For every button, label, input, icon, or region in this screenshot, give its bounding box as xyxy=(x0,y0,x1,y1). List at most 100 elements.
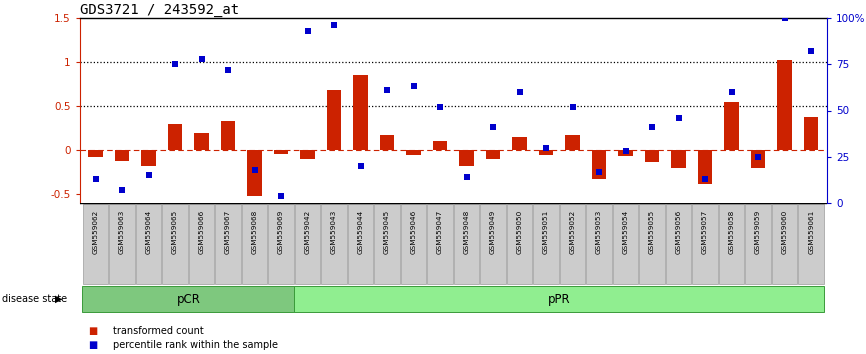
Text: ■: ■ xyxy=(88,340,98,350)
Text: GSM559053: GSM559053 xyxy=(596,210,602,254)
Text: ▶: ▶ xyxy=(55,294,62,304)
Text: GSM559050: GSM559050 xyxy=(517,210,522,254)
Point xyxy=(275,193,288,199)
Point xyxy=(221,67,235,73)
Text: pCR: pCR xyxy=(177,292,200,306)
Text: GSM559062: GSM559062 xyxy=(93,210,99,254)
Bar xyxy=(194,132,209,150)
Point xyxy=(460,174,474,180)
Point xyxy=(195,56,209,62)
Bar xyxy=(401,204,426,284)
Point xyxy=(805,48,818,54)
Bar xyxy=(380,135,394,150)
Bar xyxy=(83,204,108,284)
Text: GSM559042: GSM559042 xyxy=(305,210,311,254)
Bar xyxy=(406,150,421,155)
Point xyxy=(327,23,341,28)
Bar xyxy=(539,150,553,155)
Text: GSM559058: GSM559058 xyxy=(728,210,734,254)
Bar xyxy=(326,90,341,150)
Text: GSM559065: GSM559065 xyxy=(172,210,178,254)
Bar xyxy=(719,204,745,284)
Bar xyxy=(248,150,262,196)
Bar xyxy=(109,204,135,284)
Text: GSM559051: GSM559051 xyxy=(543,210,549,254)
Bar xyxy=(513,137,527,150)
Text: GSM559055: GSM559055 xyxy=(650,210,655,254)
Text: GSM559049: GSM559049 xyxy=(490,210,496,254)
Bar xyxy=(772,204,798,284)
Bar xyxy=(136,204,161,284)
Bar xyxy=(804,117,818,150)
Bar xyxy=(428,204,453,284)
Text: GSM559069: GSM559069 xyxy=(278,210,284,254)
Bar xyxy=(268,204,294,284)
Point xyxy=(380,87,394,93)
Text: GSM559056: GSM559056 xyxy=(675,210,682,254)
Bar xyxy=(666,204,691,284)
Bar xyxy=(560,204,585,284)
Point xyxy=(433,104,447,110)
Text: GSM559044: GSM559044 xyxy=(358,210,364,254)
Point xyxy=(645,124,659,130)
Text: GSM559045: GSM559045 xyxy=(385,210,390,254)
Text: GSM559064: GSM559064 xyxy=(145,210,152,254)
Bar xyxy=(533,204,559,284)
Bar xyxy=(618,150,633,156)
Text: GSM559068: GSM559068 xyxy=(252,210,257,254)
Text: GSM559048: GSM559048 xyxy=(463,210,469,254)
Point xyxy=(513,89,527,95)
Text: disease state: disease state xyxy=(2,294,67,304)
Point xyxy=(407,84,421,89)
Bar xyxy=(374,204,400,284)
Bar xyxy=(433,141,448,150)
Point xyxy=(142,172,156,178)
Bar xyxy=(586,204,612,284)
Point xyxy=(778,15,792,21)
Text: GDS3721 / 243592_at: GDS3721 / 243592_at xyxy=(80,3,239,17)
Point xyxy=(698,176,712,182)
Text: ■: ■ xyxy=(88,326,98,336)
Bar xyxy=(216,204,241,284)
Bar xyxy=(613,204,638,284)
Text: GSM559061: GSM559061 xyxy=(808,210,814,254)
Bar xyxy=(454,204,479,284)
Text: GSM559043: GSM559043 xyxy=(331,210,337,254)
Bar xyxy=(724,102,739,150)
Text: GSM559054: GSM559054 xyxy=(623,210,629,254)
Point xyxy=(540,145,553,150)
Bar xyxy=(301,150,315,159)
Bar xyxy=(189,204,214,284)
Text: GSM559060: GSM559060 xyxy=(782,210,787,254)
Text: GSM559063: GSM559063 xyxy=(120,210,125,254)
Bar xyxy=(746,204,771,284)
Text: pPR: pPR xyxy=(548,292,571,306)
Bar xyxy=(221,121,236,150)
Text: GSM559067: GSM559067 xyxy=(225,210,231,254)
Bar xyxy=(671,150,686,168)
Bar xyxy=(507,204,533,284)
Bar xyxy=(693,204,718,284)
Bar xyxy=(82,286,294,313)
Point xyxy=(88,176,102,182)
Bar xyxy=(321,204,346,284)
Bar xyxy=(274,150,288,154)
Point xyxy=(565,104,579,110)
Text: GSM559047: GSM559047 xyxy=(437,210,443,254)
Text: GSM559059: GSM559059 xyxy=(755,210,761,254)
Bar xyxy=(481,204,506,284)
Text: GSM559052: GSM559052 xyxy=(570,210,576,254)
Point xyxy=(301,28,314,34)
Point xyxy=(592,169,606,175)
Bar xyxy=(645,150,659,161)
Bar xyxy=(798,204,824,284)
Bar xyxy=(141,150,156,166)
Bar xyxy=(242,204,268,284)
Point xyxy=(168,61,182,67)
Point xyxy=(725,89,739,95)
Bar xyxy=(168,124,183,150)
Bar xyxy=(162,204,188,284)
Text: GSM559057: GSM559057 xyxy=(702,210,708,254)
Bar xyxy=(591,150,606,179)
Bar xyxy=(459,150,474,166)
